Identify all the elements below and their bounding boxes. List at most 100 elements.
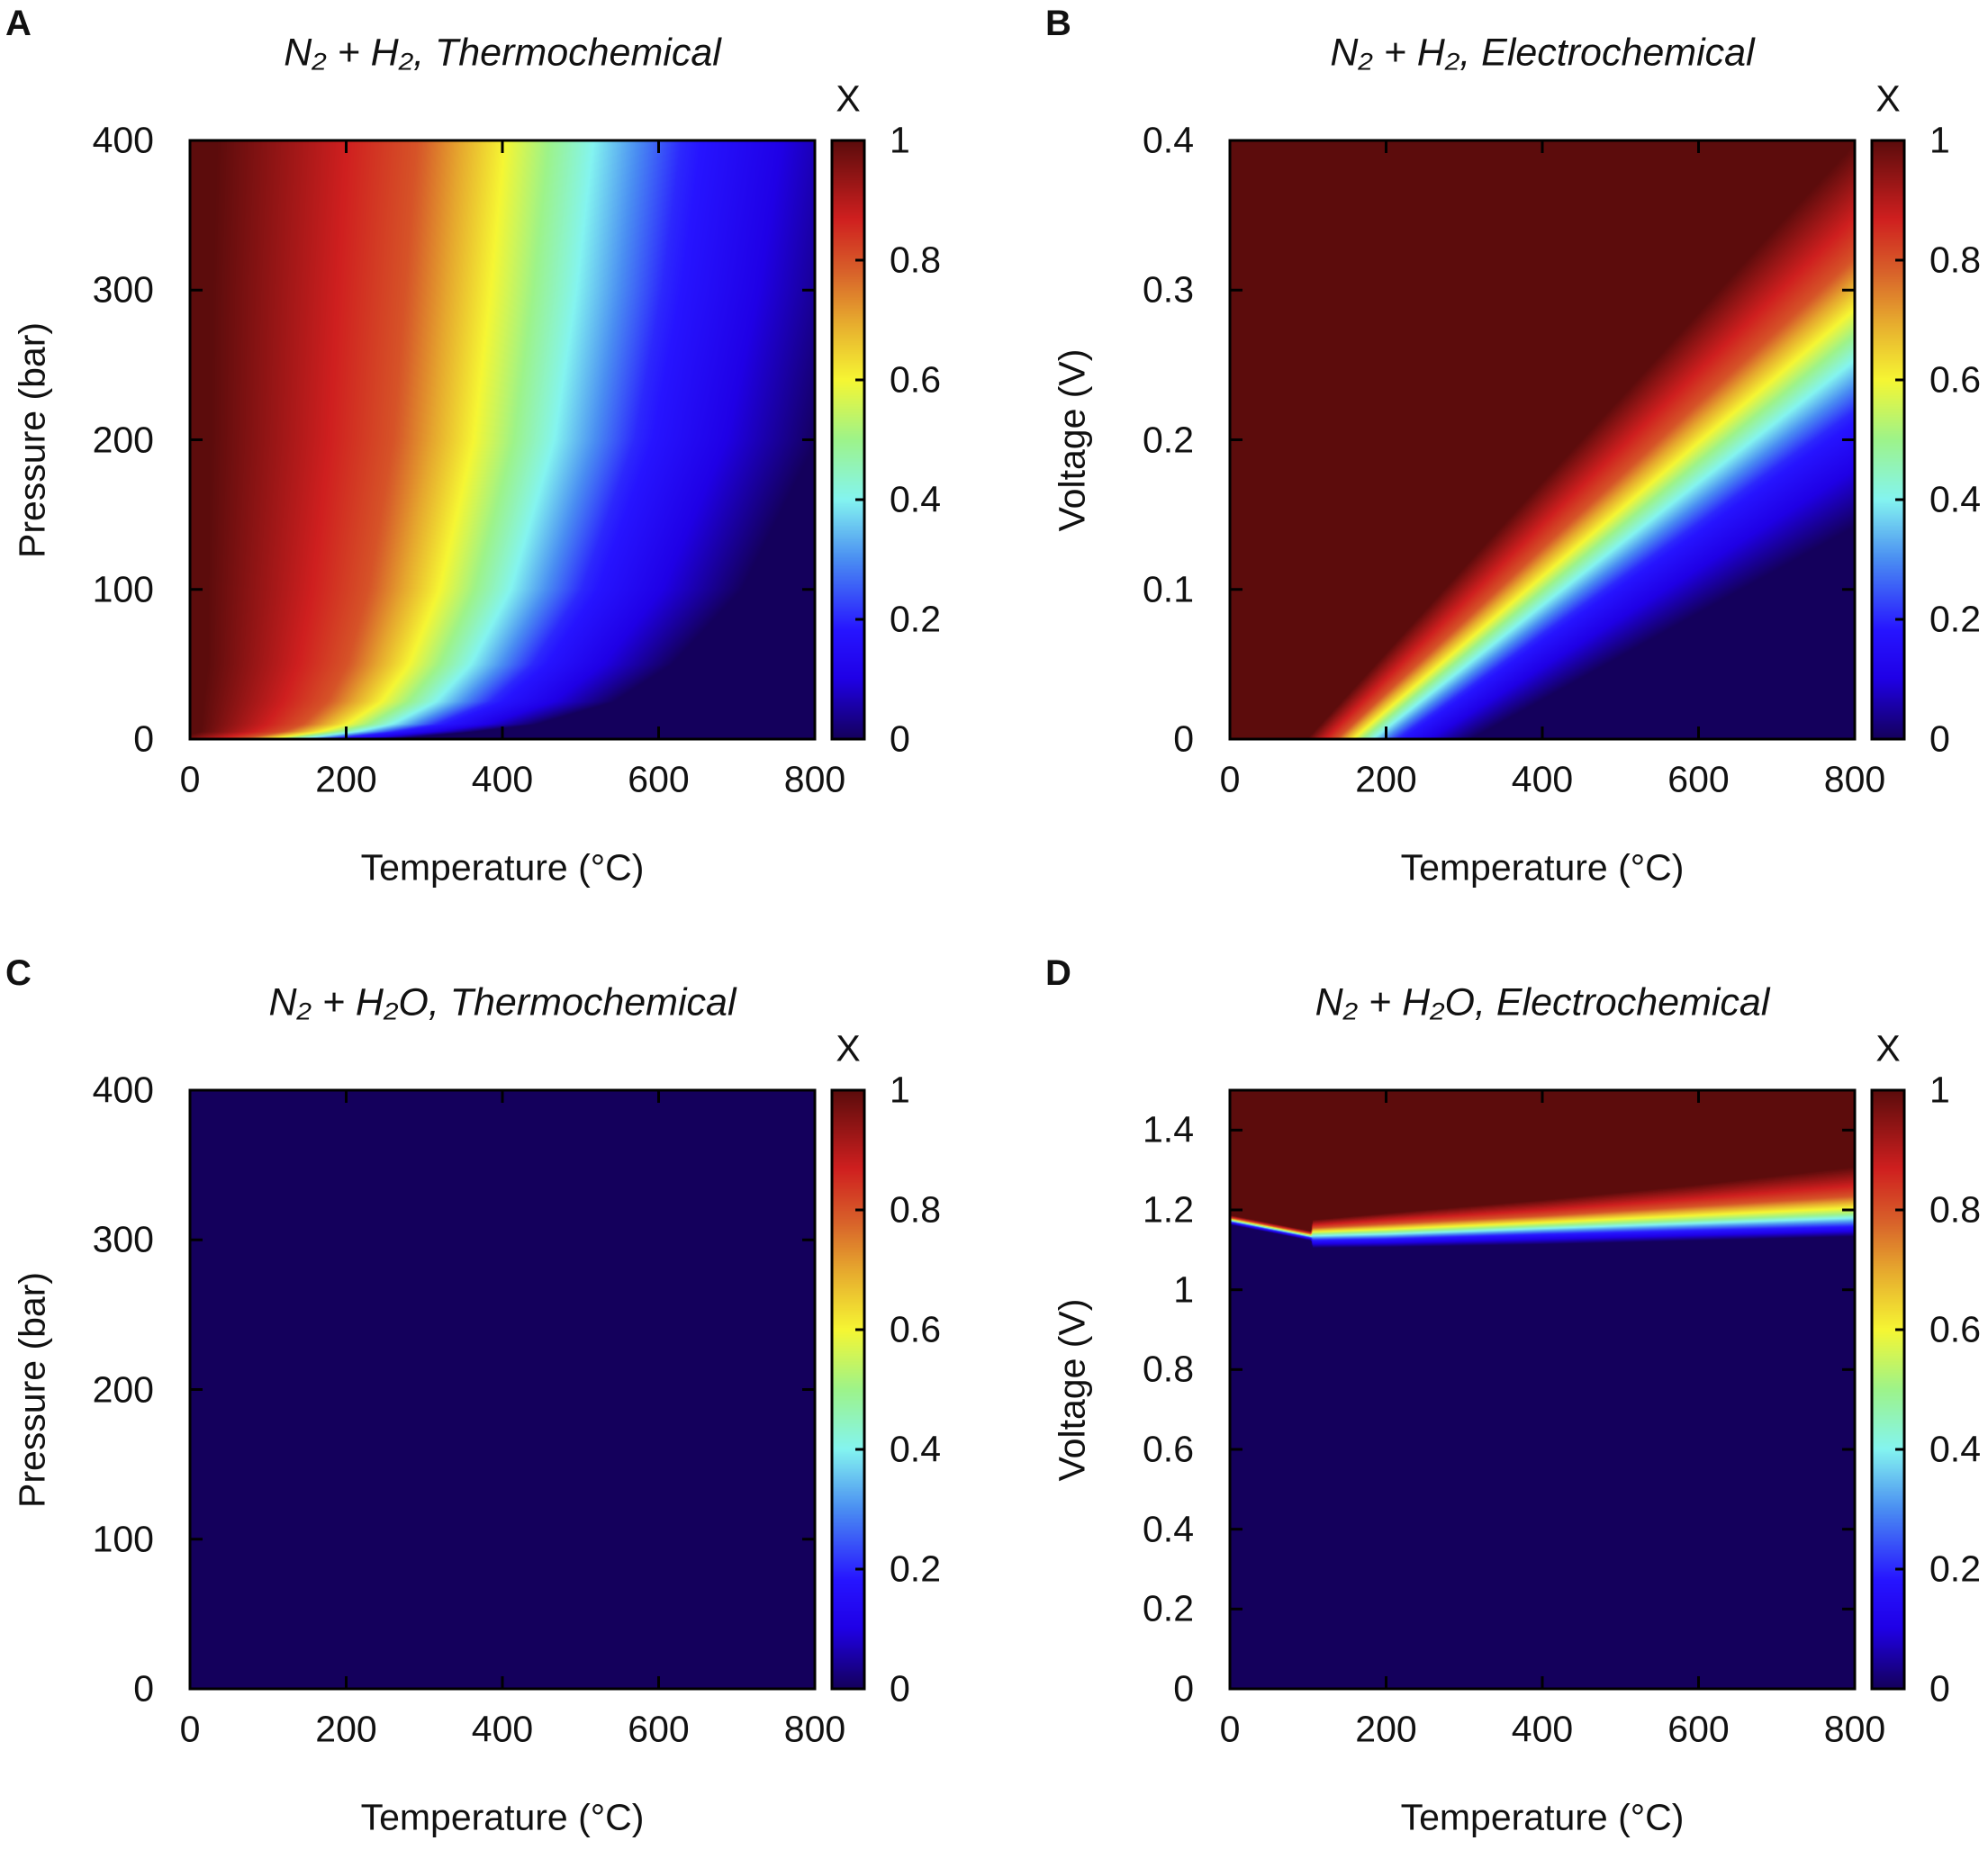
panel-letter: A bbox=[5, 4, 32, 43]
x-axis-label: Temperature (°C) bbox=[1400, 1796, 1685, 1838]
panel-c: C N₂ + H₂O, Thermochemical Temperature (°C… bbox=[0, 950, 994, 1868]
colorbar-border bbox=[830, 139, 866, 741]
y-tick-label: 0.4 bbox=[1143, 1508, 1194, 1550]
y-tick-label: 0.2 bbox=[1143, 1587, 1194, 1629]
y-tick-label: 0.4 bbox=[1143, 119, 1194, 161]
panel-title: N₂ + H₂O, Electrochemical bbox=[1315, 980, 1770, 1024]
colorbar-label: X bbox=[836, 1027, 861, 1069]
x-tick-label: 0 bbox=[179, 1708, 201, 1750]
x-tick-label: 400 bbox=[471, 1708, 534, 1750]
panel-letter: C bbox=[5, 953, 32, 993]
panel-title: N₂ + H₂, Electrochemical bbox=[1330, 31, 1755, 75]
x-tick-label: 800 bbox=[783, 1708, 846, 1750]
colorbar-tick-label: 0.8 bbox=[890, 239, 941, 281]
colorbar-border bbox=[1870, 139, 1906, 741]
colorbar-tick-label: 1 bbox=[1929, 119, 1950, 161]
x-tick-label: 400 bbox=[471, 758, 534, 800]
x-tick-label: 200 bbox=[315, 1708, 377, 1750]
x-tick-label: 600 bbox=[628, 758, 690, 800]
panel-a: A N₂ + H₂, Thermochemical Temperature (°C)… bbox=[0, 0, 994, 918]
colorbar-tick-label: 1 bbox=[890, 119, 910, 161]
axes-frame bbox=[188, 139, 866, 741]
colorbar bbox=[832, 140, 864, 739]
y-tick-label: 1.4 bbox=[1143, 1108, 1194, 1151]
colorbar-tick-label: 0.4 bbox=[890, 1428, 941, 1470]
y-tick-label: 400 bbox=[92, 1069, 154, 1111]
y-tick-label: 1 bbox=[1173, 1268, 1194, 1311]
y-tick-label: 200 bbox=[92, 419, 154, 460]
colorbar-tick-label: 0.2 bbox=[890, 598, 941, 640]
colorbar-tick-label: 0 bbox=[1929, 717, 1950, 760]
x-tick-label: 200 bbox=[1355, 1708, 1417, 1750]
panel-title: N₂ + H₂O, Thermochemical bbox=[268, 980, 736, 1024]
y-tick-label: 100 bbox=[92, 1518, 154, 1560]
x-tick-label: 0 bbox=[1219, 758, 1241, 800]
x-tick-label: 800 bbox=[1823, 758, 1886, 800]
y-tick-label: 100 bbox=[92, 568, 154, 610]
y-tick-label: 400 bbox=[92, 119, 154, 161]
x-tick-label: 800 bbox=[1823, 1708, 1886, 1750]
x-axis-label: Temperature (°C) bbox=[1400, 846, 1685, 889]
colorbar-tick-label: 0 bbox=[890, 1667, 910, 1710]
x-tick-label: 600 bbox=[1667, 758, 1730, 800]
colorbar-tick-label: 0.4 bbox=[1929, 1428, 1981, 1470]
heatmap bbox=[1230, 1090, 1855, 1689]
x-tick-label: 0 bbox=[179, 758, 201, 800]
axes-frame bbox=[1228, 139, 1906, 741]
y-tick-label: 0 bbox=[133, 717, 154, 760]
colorbar-tick-label: 0.6 bbox=[890, 1308, 941, 1350]
y-tick-label: 0 bbox=[1173, 717, 1194, 760]
colorbar-tick-label: 0.8 bbox=[1929, 239, 1981, 281]
panel-letter: D bbox=[1045, 953, 1071, 993]
panel-title: N₂ + H₂, Thermochemical bbox=[284, 31, 721, 75]
heatmap bbox=[1230, 140, 1855, 739]
x-tick-label: 600 bbox=[1667, 1708, 1730, 1750]
x-axis-label: Temperature (°C) bbox=[360, 1796, 645, 1838]
colorbar-label: X bbox=[1875, 1027, 1901, 1069]
colorbar-tick-label: 0 bbox=[890, 717, 910, 760]
colorbar-tick-label: 0 bbox=[1929, 1667, 1950, 1710]
colorbar-tick-label: 0.8 bbox=[890, 1188, 941, 1231]
plot-border bbox=[1228, 139, 1857, 741]
y-tick-label: 200 bbox=[92, 1368, 154, 1410]
x-tick-label: 200 bbox=[1355, 758, 1417, 800]
x-tick-label: 800 bbox=[783, 758, 846, 800]
colorbar-label: X bbox=[836, 77, 861, 120]
y-tick-label: 300 bbox=[92, 268, 154, 311]
heatmap bbox=[190, 140, 815, 739]
x-tick-label: 200 bbox=[315, 758, 377, 800]
y-tick-label: 0.2 bbox=[1143, 419, 1194, 460]
x-tick-label: 600 bbox=[628, 1708, 690, 1750]
colorbar bbox=[1872, 1090, 1904, 1689]
colorbar-label: X bbox=[1875, 77, 1901, 120]
axes-frame bbox=[1228, 1088, 1906, 1691]
colorbar-tick-label: 0.2 bbox=[890, 1548, 941, 1590]
plot-border bbox=[1228, 1088, 1857, 1691]
colorbar-tick-label: 0.6 bbox=[1929, 358, 1981, 401]
y-tick-label: 0.6 bbox=[1143, 1428, 1194, 1470]
colorbar-border bbox=[830, 1088, 866, 1691]
colorbar-border bbox=[1870, 1088, 1906, 1691]
panel-b: B N₂ + H₂, Electrochemical Temperature (°C… bbox=[1040, 0, 1988, 918]
colorbar-tick-label: 0.4 bbox=[890, 478, 941, 520]
colorbar-tick-label: 1 bbox=[1929, 1069, 1950, 1111]
x-axis-label: Temperature (°C) bbox=[360, 846, 645, 889]
colorbar-tick-label: 0.6 bbox=[890, 358, 941, 401]
x-tick-label: 400 bbox=[1511, 758, 1574, 800]
y-tick-label: 0 bbox=[1173, 1667, 1194, 1710]
colorbar-tick-label: 0.4 bbox=[1929, 478, 1981, 520]
plot-border bbox=[188, 139, 817, 741]
colorbar bbox=[1872, 140, 1904, 739]
heatmap bbox=[190, 1090, 815, 1689]
colorbar-tick-label: 0.2 bbox=[1929, 598, 1981, 640]
colorbar bbox=[832, 1090, 864, 1689]
panel-letter: B bbox=[1045, 4, 1071, 43]
y-tick-label: 1.2 bbox=[1143, 1188, 1194, 1231]
colorbar-tick-label: 0.8 bbox=[1929, 1188, 1981, 1231]
axes-frame bbox=[188, 1088, 866, 1691]
plot-border bbox=[188, 1088, 817, 1691]
y-tick-label: 0.1 bbox=[1143, 568, 1194, 610]
y-tick-label: 0.8 bbox=[1143, 1348, 1194, 1390]
y-tick-label: 0 bbox=[133, 1667, 154, 1710]
x-tick-label: 400 bbox=[1511, 1708, 1574, 1750]
